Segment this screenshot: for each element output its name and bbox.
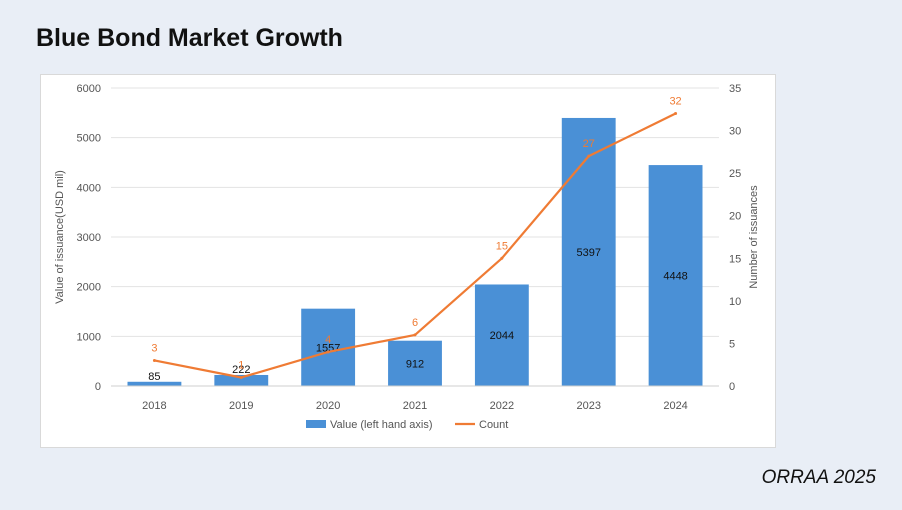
y-tick-label: 4000 <box>77 182 101 194</box>
y2-axis-title: Number of issuances <box>748 185 760 289</box>
y2-tick-label: 0 <box>729 381 735 393</box>
y2-tick-label: 25 <box>729 168 741 180</box>
x-tick-label: 2018 <box>142 400 166 412</box>
bar-value-label: 222 <box>232 364 250 376</box>
y-tick-label: 5000 <box>77 133 101 145</box>
y-tick-label: 1000 <box>77 331 101 343</box>
x-tick-label: 2020 <box>316 400 340 412</box>
y-axis-title: Value of issuance(USD mil) <box>54 170 66 304</box>
bar-value-label: 2044 <box>490 330 514 342</box>
line-series <box>152 112 678 379</box>
legend-bar-swatch <box>306 420 326 428</box>
bar <box>127 381 182 386</box>
bar <box>214 374 269 386</box>
bar-series <box>127 117 703 386</box>
bar-value-label: 912 <box>406 358 424 370</box>
y-tick-label: 0 <box>95 381 101 393</box>
bar-value-label: 85 <box>148 371 160 383</box>
count-value-label: 32 <box>669 96 681 108</box>
bar-value-label: 4448 <box>663 271 687 283</box>
y-tick-label: 2000 <box>77 282 101 294</box>
count-point <box>326 350 330 354</box>
x-tick-label: 2022 <box>490 400 514 412</box>
legend-bar-label: Value (left hand axis) <box>330 419 433 431</box>
bar <box>474 284 529 386</box>
legend: Value (left hand axis) Count <box>306 419 508 431</box>
x-tick-label: 2024 <box>663 400 687 412</box>
count-value-label: 1 <box>238 359 244 371</box>
x-tick-label: 2021 <box>403 400 427 412</box>
y2-tick-label: 15 <box>729 253 741 265</box>
count-point <box>239 375 243 379</box>
bar-value-label: 5397 <box>576 247 600 259</box>
bar <box>388 340 442 386</box>
count-point <box>500 256 504 260</box>
count-value-label: 27 <box>583 138 595 150</box>
y2-tick-label: 10 <box>729 296 741 308</box>
count-value-label: 3 <box>151 342 157 354</box>
count-value-label: 15 <box>496 240 508 252</box>
y2-tick-label: 20 <box>729 211 741 223</box>
count-point <box>674 112 678 116</box>
bar <box>648 165 703 386</box>
count-point <box>587 154 591 158</box>
x-tick-label: 2019 <box>229 400 253 412</box>
count-point <box>413 333 417 337</box>
y2-tick-label: 5 <box>729 338 735 350</box>
count-value-label: 6 <box>412 317 418 329</box>
x-tick-label: 2023 <box>576 400 600 412</box>
page-title: Blue Bond Market Growth <box>36 24 343 52</box>
legend-line-label: Count <box>479 419 508 431</box>
axes: 0 1000 2000 3000 4000 5000 6000 0 5 10 15 20 25 30 35 2… <box>54 83 760 412</box>
y-tick-label: 3000 <box>77 232 101 244</box>
gridlines <box>111 87 719 387</box>
count-point <box>152 358 156 362</box>
source-credit: ORRAA 2025 <box>761 467 876 488</box>
line-labels: 3 1 4 6 15 27 32 <box>151 96 681 372</box>
bar <box>561 117 616 386</box>
count-value-label: 4 <box>325 334 331 346</box>
chart-panel: 85 222 1557 912 2044 5397 4448 3 1 4 6 15 27 32 0 100… <box>40 74 776 448</box>
y2-tick-label: 30 <box>729 126 741 138</box>
y-tick-label: 6000 <box>77 83 101 95</box>
y2-tick-label: 35 <box>729 83 741 95</box>
